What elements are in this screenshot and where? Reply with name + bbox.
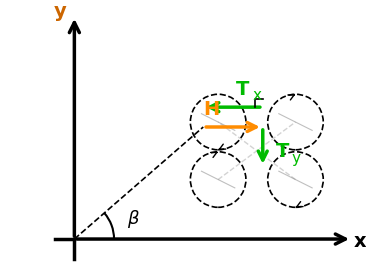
Text: x: x	[354, 232, 366, 250]
Text: y: y	[54, 2, 67, 21]
Text: T: T	[236, 80, 250, 99]
Text: T: T	[276, 142, 289, 161]
Text: x: x	[252, 88, 261, 103]
Text: y: y	[292, 151, 301, 166]
Text: H: H	[203, 100, 219, 119]
Text: β: β	[127, 210, 139, 229]
